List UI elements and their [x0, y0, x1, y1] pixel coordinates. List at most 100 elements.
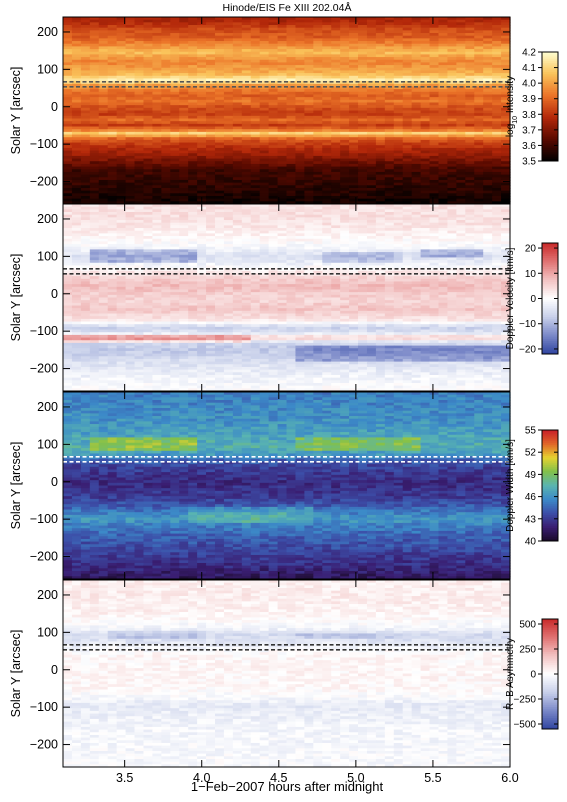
- heatmap-cell: [438, 17, 449, 21]
- heatmap-cell: [259, 22, 270, 26]
- heatmap-cell: [71, 73, 82, 77]
- heatmap-cell: [89, 177, 100, 181]
- heatmap-cell: [420, 46, 431, 50]
- heatmap-cell: [384, 115, 395, 120]
- heatmap-cell: [89, 17, 100, 21]
- heatmap-cell: [161, 139, 171, 144]
- heatmap-cell: [331, 43, 341, 47]
- heatmap-cell: [492, 126, 502, 130]
- heatmap-cell: [429, 137, 440, 141]
- heatmap-cell: [71, 89, 82, 93]
- heatmap-cell: [170, 81, 180, 85]
- heatmap-cell: [366, 70, 377, 74]
- heatmap-cell: [143, 155, 153, 160]
- heatmap-cell: [277, 83, 288, 88]
- heatmap-cell: [116, 139, 127, 144]
- heatmap-cell: [447, 73, 457, 77]
- heatmap-cell: [143, 99, 153, 104]
- heatmap-cell: [232, 139, 243, 144]
- heatmap-cell: [384, 121, 395, 125]
- heatmap-cell: [420, 145, 431, 149]
- heatmap-cell: [304, 145, 314, 149]
- heatmap-cell: [313, 171, 323, 176]
- heatmap-cell: [313, 22, 323, 26]
- heatmap-cell: [188, 27, 198, 31]
- heatmap-cell: [331, 17, 341, 21]
- heatmap-cell: [125, 129, 136, 133]
- heatmap-cell: [259, 163, 270, 168]
- heatmap-cell: [89, 33, 100, 37]
- heatmap-cell: [384, 38, 395, 42]
- heatmap-cell: [80, 145, 91, 149]
- heatmap-cell: [340, 158, 350, 162]
- heatmap-cell: [331, 89, 341, 93]
- heatmap-cell: [214, 30, 225, 34]
- heatmap-cell: [125, 25, 136, 29]
- heatmap-cell: [474, 78, 484, 82]
- heatmap-cell: [313, 78, 323, 82]
- heatmap-cell: [63, 102, 73, 106]
- heatmap-cell: [89, 142, 100, 146]
- heatmap-cell: [483, 121, 493, 125]
- heatmap-cell: [71, 137, 82, 141]
- heatmap-cell: [429, 46, 440, 50]
- heatmap-cell: [161, 147, 171, 152]
- heatmap-cell: [197, 25, 207, 29]
- heatmap-cell: [375, 147, 386, 152]
- heatmap-cell: [322, 99, 332, 104]
- heatmap-cell: [232, 54, 243, 58]
- heatmap-cell: [393, 163, 404, 168]
- heatmap-cell: [438, 142, 449, 146]
- heatmap-cell: [420, 70, 431, 74]
- heatmap-cell: [89, 137, 100, 141]
- heatmap-cell: [313, 94, 323, 98]
- heatmap-cell: [161, 118, 171, 122]
- heatmap-cell: [134, 78, 145, 82]
- heatmap-cell: [116, 97, 127, 101]
- heatmap-cell: [393, 30, 404, 34]
- heatmap-cell: [286, 107, 297, 112]
- heatmap-cell: [161, 62, 171, 66]
- heatmap-cell: [456, 121, 466, 125]
- heatmap-cell: [375, 70, 386, 74]
- heatmap-cell: [340, 99, 350, 104]
- heatmap-cell: [384, 54, 395, 58]
- heatmap-cell: [492, 174, 502, 178]
- heatmap-cell: [98, 62, 109, 66]
- heatmap-cell: [375, 59, 386, 64]
- heatmap-cell: [161, 25, 171, 29]
- heatmap-cell: [366, 17, 377, 21]
- heatmap-cell: [179, 110, 189, 114]
- heatmap-cell: [349, 65, 359, 69]
- heatmap-cell: [170, 158, 180, 162]
- heatmap-cell: [358, 97, 368, 101]
- heatmap-cell: [268, 113, 279, 117]
- heatmap-cell: [420, 57, 431, 61]
- heatmap-cell: [277, 126, 288, 130]
- heatmap-cell: [206, 145, 216, 149]
- heatmap-cell: [322, 59, 332, 64]
- heatmap-cell: [277, 33, 288, 37]
- heatmap-cell: [116, 86, 127, 90]
- heatmap-cell: [331, 145, 341, 149]
- heatmap-cell: [447, 91, 457, 96]
- heatmap-cell: [456, 25, 466, 29]
- heatmap-cell: [420, 137, 431, 141]
- heatmap-cell: [420, 89, 431, 93]
- heatmap-cell: [313, 81, 323, 85]
- heatmap-cell: [107, 126, 118, 130]
- heatmap-cell: [456, 75, 466, 80]
- heatmap-cell: [420, 25, 431, 29]
- heatmap-cell: [107, 123, 118, 128]
- heatmap-cell: [366, 65, 377, 69]
- heatmap-cell: [268, 161, 279, 165]
- heatmap-cell: [384, 70, 395, 74]
- heatmap-cell: [474, 43, 484, 47]
- heatmap-cell: [268, 35, 279, 39]
- heatmap-cell: [483, 78, 493, 82]
- heatmap-cell: [214, 70, 225, 74]
- heatmap-cell: [492, 35, 502, 39]
- heatmap-cell: [80, 33, 91, 37]
- heatmap-cell: [98, 65, 109, 69]
- heatmap-cell: [188, 86, 198, 90]
